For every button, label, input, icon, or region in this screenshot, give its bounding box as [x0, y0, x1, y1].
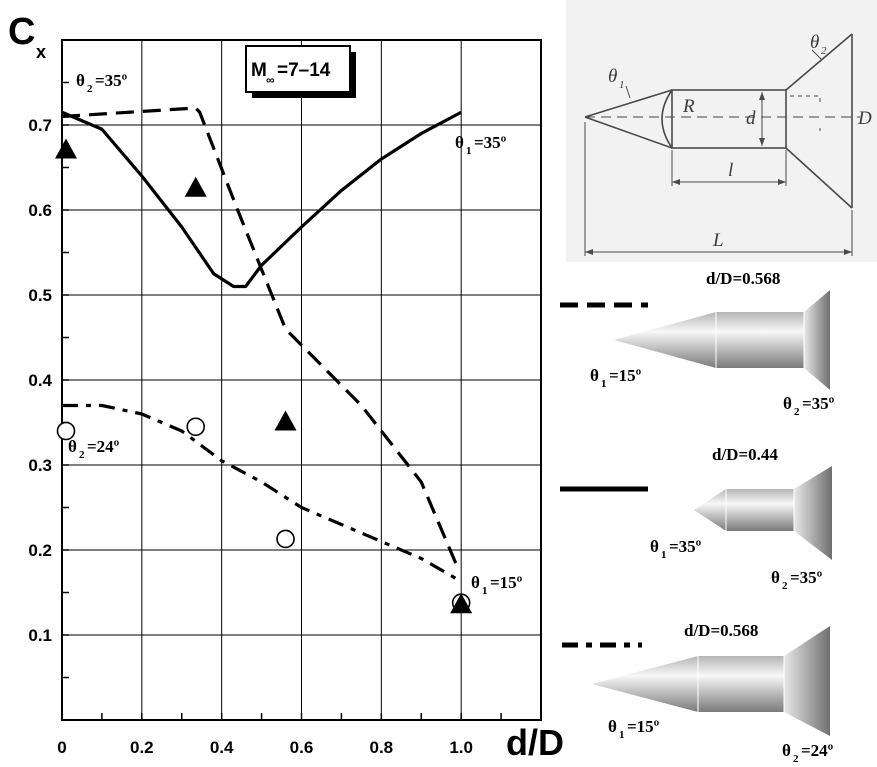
svg-text:=15º: =15º	[490, 573, 523, 592]
annotation-theta1-15: θ 1 =15º	[471, 573, 523, 597]
legend-theta1-1: =15º	[609, 366, 642, 385]
triangle-marker	[274, 410, 297, 431]
legend-theta2-3: =24º	[801, 741, 834, 760]
x-tick-label: 0.4	[210, 738, 234, 757]
svg-text:=35º: =35º	[474, 133, 507, 152]
y-tick-label: 0.4	[28, 371, 52, 390]
y-tick-labels: 0.1 0.2 0.3 0.4 0.5 0.6 0.7	[28, 116, 52, 645]
x-tick-label: 0.8	[370, 738, 394, 757]
svg-text:2: 2	[87, 83, 93, 95]
sketch-theta2: θ	[810, 32, 819, 53]
svg-text:1: 1	[619, 729, 625, 741]
circle-marker	[56, 421, 76, 441]
svg-text:1: 1	[466, 145, 472, 157]
series-line-dashed	[61, 106, 461, 572]
y-tick-label: 0.1	[28, 626, 52, 645]
svg-text:θ: θ	[455, 133, 464, 152]
body-cone-3	[592, 656, 698, 712]
legend-theta2-2: =35º	[790, 568, 823, 587]
body-cone-2	[694, 489, 726, 531]
svg-text:2: 2	[79, 449, 85, 461]
svg-text:θ: θ	[771, 568, 780, 587]
x-tick-label: 1.0	[449, 738, 473, 757]
x-axis-label: d/D	[506, 722, 564, 763]
triangle-marker	[184, 176, 207, 197]
x-tick-labels: 0 0.2 0.4 0.6 0.8 1.0	[57, 738, 473, 757]
markers-layer	[54, 138, 473, 614]
body-cone-1	[614, 312, 716, 368]
mach-symbol: M	[251, 60, 267, 81]
svg-text:=24º: =24º	[87, 437, 120, 456]
series-line-solid	[61, 110, 462, 289]
svg-text:θ: θ	[782, 741, 791, 760]
body-cylinder-1	[716, 312, 804, 368]
legend-entry-dashed: d/D=0.568 θ 1 =15º θ 2 =35º	[560, 269, 835, 418]
triangle-marker	[54, 138, 77, 159]
y-tick-label: 0.2	[28, 541, 52, 560]
x-tick-label: 0.6	[290, 738, 314, 757]
sketch-theta2-sub: 2	[821, 45, 827, 57]
annotation-theta2-24: θ 2 =24º	[68, 437, 120, 461]
svg-text:θ: θ	[68, 437, 77, 456]
legend-ratio-2: d/D=0.44	[712, 445, 778, 464]
legend-ratio-3: d/D=0.568	[684, 621, 758, 640]
minor-ticks	[61, 39, 542, 721]
geometry-sketch: θ 1 θ 2 R d D l L	[566, 0, 877, 262]
svg-text:θ: θ	[608, 717, 617, 736]
sketch-theta1: θ	[608, 66, 617, 87]
svg-text:1: 1	[661, 549, 667, 561]
body-cylinder-3	[698, 656, 784, 712]
legend-theta2-1: =35º	[802, 394, 835, 413]
svg-text:1: 1	[482, 585, 488, 597]
y-tick-label: 0.7	[28, 116, 52, 135]
svg-text:2: 2	[793, 753, 799, 765]
svg-text:θ: θ	[650, 537, 659, 556]
y-tick-label: 0.5	[28, 286, 52, 305]
sketch-R: R	[682, 96, 695, 117]
circle-marker	[186, 417, 206, 437]
sketch-theta1-sub: 1	[619, 79, 625, 91]
svg-text:2: 2	[782, 580, 788, 592]
body-flare-3	[784, 626, 830, 736]
y-tick-label: 0.6	[28, 201, 52, 220]
sketch-D: D	[857, 108, 872, 129]
sketch-d: d	[746, 108, 756, 129]
sketch-l: l	[728, 160, 733, 181]
y-tick-label: 0.3	[28, 456, 52, 475]
svg-text:=35º: =35º	[95, 71, 128, 90]
svg-text:θ: θ	[471, 573, 480, 592]
mach-number-box: M ∞ =7–14	[245, 45, 356, 98]
body-flare-1	[804, 290, 830, 390]
series-line-dashdot	[62, 403, 462, 583]
body-flare-2	[794, 466, 832, 560]
series-layer	[61, 106, 462, 583]
drag-chart: 0 0.2 0.4 0.6 0.8 1.0 0.1 0.2 0.3 0.4 0.5 0.6 0.7 C…	[8, 11, 564, 763]
svg-text:1: 1	[601, 378, 607, 390]
svg-text:2: 2	[794, 406, 800, 418]
legend-entry-solid: d/D=0.44 θ 1 =35º θ 2 =35º	[560, 445, 832, 592]
svg-text:θ: θ	[783, 394, 792, 413]
svg-text:θ: θ	[76, 71, 85, 90]
mach-value: =7–14	[277, 60, 331, 81]
circle-marker	[276, 529, 295, 549]
legend-ratio-1: d/D=0.568	[706, 269, 780, 288]
legend-theta1-3: =15º	[627, 717, 660, 736]
x-tick-label: 0.2	[130, 738, 154, 757]
annotation-theta2-35: θ 2 =35º	[76, 71, 128, 95]
y-axis-label: C	[8, 11, 35, 53]
annotation-theta1-35: θ 1 =35º	[455, 133, 507, 157]
triangle-marker	[450, 593, 473, 614]
mach-subscript: ∞	[266, 73, 275, 87]
svg-text:θ: θ	[590, 366, 599, 385]
legend-theta1-2: =35º	[669, 537, 702, 556]
y-axis-label-subscript: x	[36, 42, 46, 62]
body-cylinder-2	[726, 489, 794, 531]
grid-horizontal	[62, 124, 541, 636]
x-tick-label: 0	[57, 738, 66, 757]
legend-entry-dashdot: d/D=0.568 θ 1 =15º θ 2 =24º	[562, 621, 834, 765]
legend: d/D=0.568 θ 1 =15º θ 2 =35º d/D=0.44 θ 1…	[560, 269, 835, 765]
sketch-L: L	[712, 230, 724, 251]
